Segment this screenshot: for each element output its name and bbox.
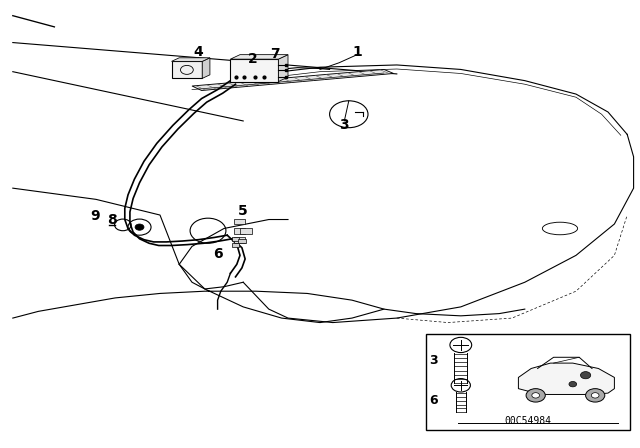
Text: 6: 6 xyxy=(212,247,223,262)
FancyBboxPatch shape xyxy=(234,228,245,234)
FancyBboxPatch shape xyxy=(232,243,239,247)
FancyBboxPatch shape xyxy=(234,237,245,243)
FancyBboxPatch shape xyxy=(238,239,246,243)
Text: 8: 8 xyxy=(107,213,117,228)
Circle shape xyxy=(580,372,591,379)
Polygon shape xyxy=(278,55,288,82)
Polygon shape xyxy=(172,58,210,61)
FancyBboxPatch shape xyxy=(172,61,202,78)
Circle shape xyxy=(526,388,545,402)
Polygon shape xyxy=(230,55,288,59)
Polygon shape xyxy=(192,69,394,90)
FancyBboxPatch shape xyxy=(230,59,278,82)
Circle shape xyxy=(591,392,599,398)
FancyBboxPatch shape xyxy=(232,237,239,241)
Text: 3: 3 xyxy=(429,354,438,367)
Circle shape xyxy=(569,382,577,387)
Polygon shape xyxy=(518,363,614,395)
Circle shape xyxy=(135,224,144,230)
Text: 3: 3 xyxy=(339,118,349,133)
FancyBboxPatch shape xyxy=(426,334,630,430)
Circle shape xyxy=(586,388,605,402)
Text: 9: 9 xyxy=(90,209,100,223)
Text: 1: 1 xyxy=(352,44,362,59)
FancyBboxPatch shape xyxy=(240,228,252,234)
Text: 6: 6 xyxy=(429,394,438,408)
Text: 00C54984: 00C54984 xyxy=(504,417,552,426)
Text: 7: 7 xyxy=(270,47,280,61)
FancyBboxPatch shape xyxy=(234,219,245,224)
Text: 4: 4 xyxy=(193,44,204,59)
Text: 2: 2 xyxy=(248,52,258,66)
Polygon shape xyxy=(202,58,210,78)
Circle shape xyxy=(532,392,540,398)
Text: 5: 5 xyxy=(238,203,248,218)
